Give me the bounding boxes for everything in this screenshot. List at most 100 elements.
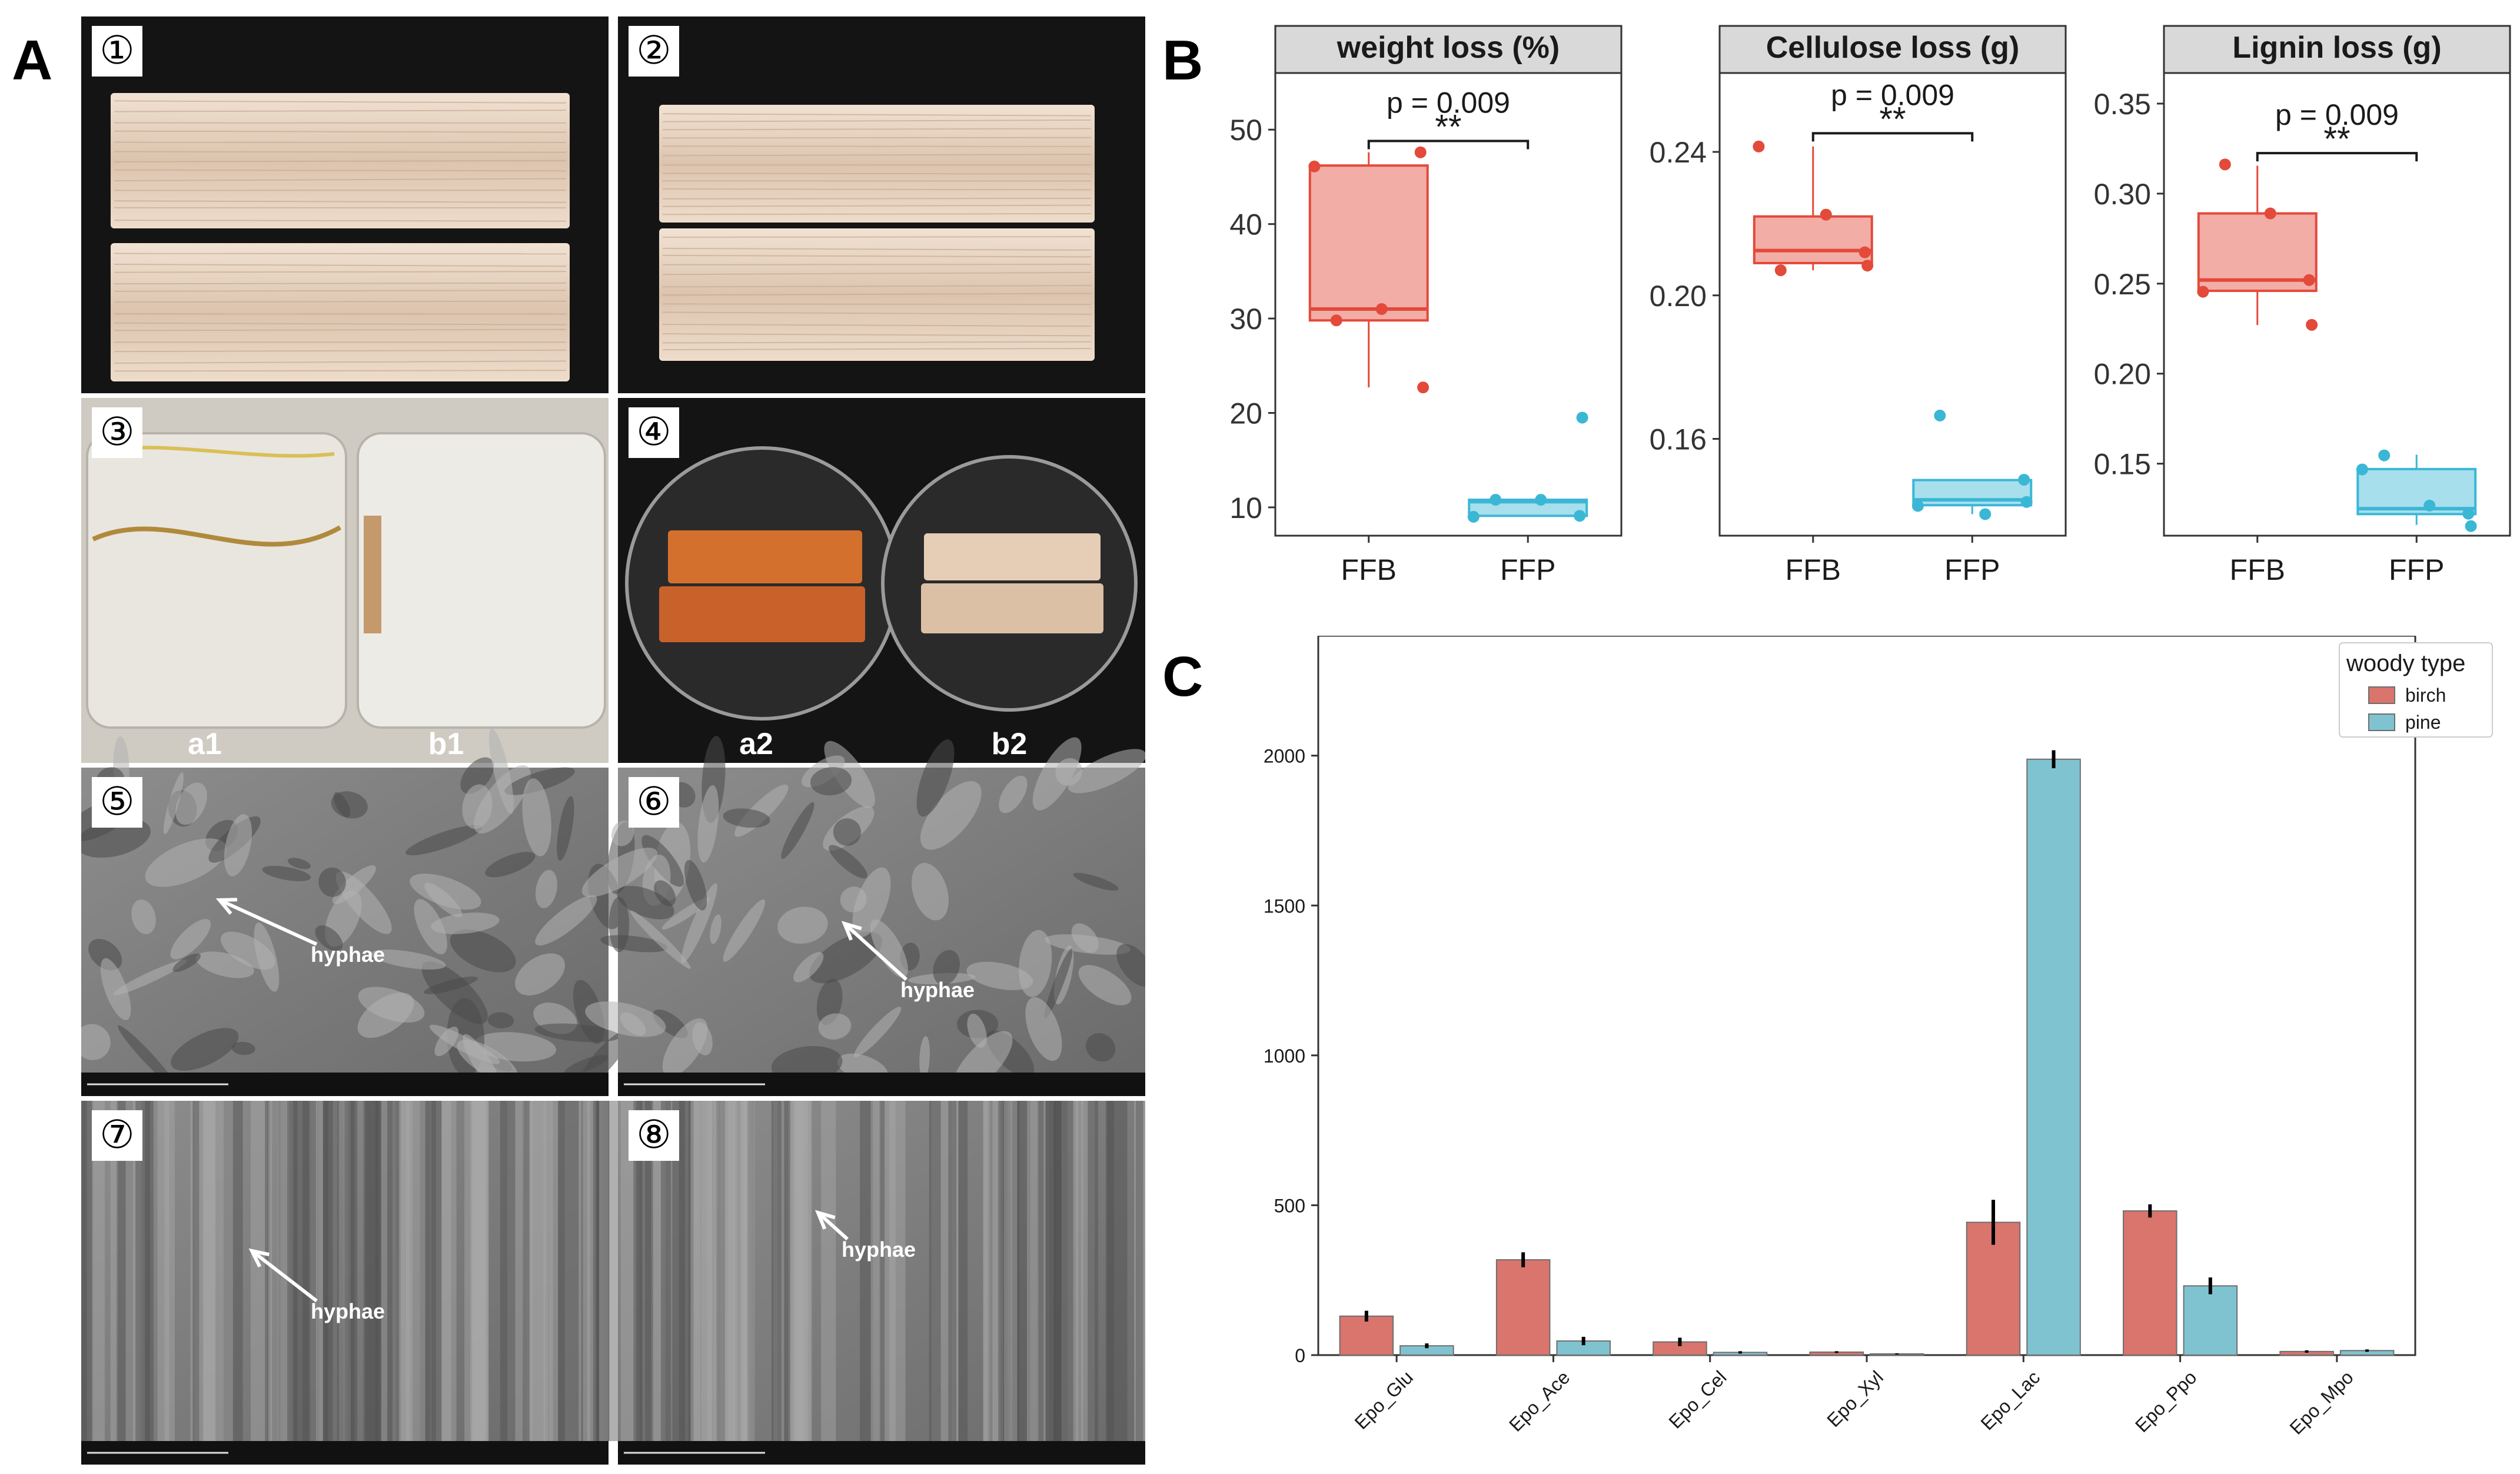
sem-cell-wall [710, 914, 722, 944]
sem-fiber [157, 1101, 169, 1441]
sem-fiber [733, 1101, 755, 1441]
wood-grain-line [662, 154, 1092, 157]
plot-frame [1718, 72, 2067, 537]
sem-cell-wall [600, 935, 667, 952]
panel-a-photo-grid: ① ② a1 b1 ③ a2 b2 ④ hyphae ⑤ hyphae ⑥ hyphae ⑦ hyphae ⑧ [81, 16, 1145, 1465]
sem-cell-wall [911, 862, 949, 921]
sem-cell-wall [224, 814, 252, 877]
sem-cell-wall [781, 802, 814, 859]
sem-fiber [633, 1101, 643, 1441]
sem-fiber [507, 1101, 523, 1441]
wood-grain-line [114, 271, 567, 273]
data-point [1330, 314, 1342, 327]
sem-cell-wall [617, 885, 674, 919]
sem-fiber [990, 1101, 1011, 1441]
decayed-wood-block [659, 586, 865, 642]
wood-grain-line [662, 128, 1092, 131]
sem-fiber [583, 1101, 590, 1441]
lignin-loss-boxplot: Lignin loss (g) 0.15 0.20 0.25 0.30 0.35 FFB FF… [2094, 25, 2511, 586]
sem-cell-wall [870, 919, 908, 978]
tile-number: ⑦ [99, 1112, 134, 1157]
sem-fiber [223, 1101, 243, 1441]
glass-jar [357, 432, 606, 729]
facet-title: weight loss (%) [1337, 31, 1560, 65]
wood-grain-line [662, 197, 1092, 200]
data-point [2018, 473, 2030, 486]
sem-cell-wall [1068, 749, 1145, 794]
arrow-head [814, 1210, 836, 1230]
sem-cell-wall [818, 1013, 852, 1040]
bar-birch-epo_ppo [2123, 1210, 2177, 1356]
sem-cell-wall [421, 961, 488, 1024]
x-tick-label: FFP [2389, 553, 2444, 586]
wood-grain-line [662, 293, 1092, 296]
sem-cell-wall [833, 818, 862, 846]
box-ffb [1753, 215, 1873, 264]
sem-cell-wall [810, 767, 852, 796]
tile-number-badge [629, 26, 679, 77]
tile-number: ⑤ [99, 779, 134, 824]
legend-swatch-pine [2368, 713, 2395, 731]
sem-fiber [302, 1101, 316, 1441]
wood-grain-line [114, 370, 567, 372]
sem-fiber [470, 1101, 487, 1441]
wood-grain-line [662, 311, 1092, 315]
p-value-label: p = 0.009 [1831, 78, 1954, 111]
significance-stars: ** [2323, 120, 2350, 158]
sem-fiber [195, 1101, 216, 1441]
weight-loss-boxplot: weight loss (%) 10 20 30 40 50 FFB FFP **p = 0.0… [1229, 25, 1623, 586]
sem-fiber [644, 1101, 653, 1441]
sem-fiber [679, 1101, 686, 1441]
sem-fiber [344, 1101, 358, 1441]
data-point [1375, 303, 1388, 316]
wood-grain-line [114, 109, 567, 112]
sem-fiber [323, 1101, 339, 1441]
data-point [2462, 507, 2475, 520]
bar-birch-epo_ace [1495, 1259, 1551, 1356]
legend-swatch-birch [2368, 686, 2395, 704]
data-point [1820, 208, 1832, 221]
tile-number-badge [629, 1110, 679, 1161]
sem-fiber [310, 1101, 324, 1441]
wood-grain-line [114, 300, 567, 303]
sem-fiber [712, 1101, 720, 1441]
x-tick-label: Epo_Ppo [2131, 1366, 2201, 1436]
sem-fiber [728, 1101, 750, 1441]
sem-fiber [1135, 1101, 1143, 1441]
sem-cell-wall [462, 784, 493, 829]
box-ffp [2356, 467, 2477, 516]
sem-fiber [221, 1101, 233, 1441]
sem-fiber [693, 1101, 700, 1441]
sem-cell-wall [1086, 1033, 1116, 1062]
tile-number-badge [92, 407, 142, 458]
sem-fiber [1004, 1101, 1018, 1441]
significance-bracket [2256, 152, 2418, 162]
y-tick-label: 30 [1229, 303, 1262, 336]
wood-grain-line [662, 188, 1092, 191]
sem-fiber [790, 1101, 812, 1441]
facet-strip [1274, 25, 1623, 74]
hyphae-label: hyphae [311, 1299, 385, 1323]
sem-fiber [1061, 1101, 1079, 1441]
sem-cell-wall [171, 1028, 239, 1071]
sem-fiber [524, 1101, 530, 1441]
sem-fiber [929, 1101, 941, 1441]
sem-fiber [420, 1101, 442, 1441]
wood-grain-line [662, 333, 1092, 337]
sem-fiber [192, 1101, 200, 1441]
sem-fiber [879, 1101, 885, 1441]
sem-fiber [790, 1101, 805, 1441]
wood-grain-line [114, 130, 567, 133]
box-ffb [2197, 212, 2318, 293]
sem-fiber [564, 1101, 581, 1441]
x-tick-label: FFB [1341, 553, 1397, 586]
sem-fiber [1134, 1101, 1145, 1441]
sem-cell-wall [534, 1023, 620, 1043]
significance-bracket [1811, 132, 1974, 142]
data-point [2465, 520, 2477, 532]
sem-cell-wall [100, 958, 131, 1020]
panel-a-tile-3: a1 b1 ③ [81, 398, 609, 763]
sem-fiber [870, 1101, 880, 1441]
y-tick-label: 0.20 [2094, 358, 2151, 391]
sem-fiber [725, 1101, 737, 1441]
